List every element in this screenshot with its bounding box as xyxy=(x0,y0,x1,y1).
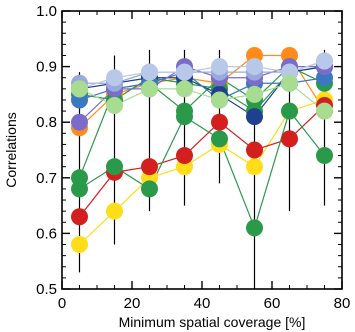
data-point xyxy=(281,74,298,92)
x-tick-label: 80 xyxy=(334,295,351,312)
data-point xyxy=(106,202,123,220)
data-point xyxy=(246,141,263,159)
data-point xyxy=(281,102,298,120)
data-point xyxy=(141,180,158,198)
plot-frame xyxy=(61,10,343,290)
y-axis-title: Correlations xyxy=(3,112,19,187)
y-tick-label: 0.5 xyxy=(36,281,57,298)
data-point xyxy=(141,80,158,98)
data-point xyxy=(246,108,263,126)
y-tick-label: 0.7 xyxy=(36,170,57,187)
data-point xyxy=(106,69,123,87)
data-point xyxy=(176,63,193,81)
data-point xyxy=(246,158,263,176)
data-point xyxy=(211,130,228,148)
x-tick-label: 20 xyxy=(124,295,141,312)
data-point xyxy=(281,130,298,148)
data-point xyxy=(141,63,158,81)
y-tick-label: 0.9 xyxy=(36,59,57,76)
y-tick-label: 0.8 xyxy=(36,114,57,131)
data-point xyxy=(246,85,263,103)
data-point xyxy=(106,158,123,176)
data-point xyxy=(71,169,88,187)
y-tick-label: 0.6 xyxy=(36,225,57,242)
data-point xyxy=(106,97,123,115)
data-point xyxy=(141,158,158,176)
data-point xyxy=(211,58,228,76)
data-point xyxy=(211,91,228,109)
x-axis-title: Minimum spatial coverage [%] xyxy=(119,314,306,330)
axis-tick-labels: 0 20 40 60 80 0.5 0.6 0.7 0.8 0.9 1.0 xyxy=(36,3,350,312)
axis-ticks xyxy=(61,10,343,290)
x-tick-label: 0 xyxy=(58,295,66,312)
data-point xyxy=(71,208,88,226)
data-point xyxy=(71,113,88,131)
data-point xyxy=(176,147,193,165)
data-point xyxy=(71,80,88,98)
data-point xyxy=(246,219,263,237)
data-point xyxy=(316,147,333,165)
data-point xyxy=(246,58,263,76)
x-tick-label: 60 xyxy=(264,295,281,312)
data-point xyxy=(176,80,193,98)
x-tick-label: 40 xyxy=(194,295,211,312)
y-tick-label: 1.0 xyxy=(36,3,57,20)
data-point xyxy=(176,102,193,120)
series-points xyxy=(71,46,333,254)
data-point xyxy=(211,113,228,131)
data-point xyxy=(316,52,333,70)
data-point xyxy=(316,102,333,120)
data-point xyxy=(71,236,88,254)
